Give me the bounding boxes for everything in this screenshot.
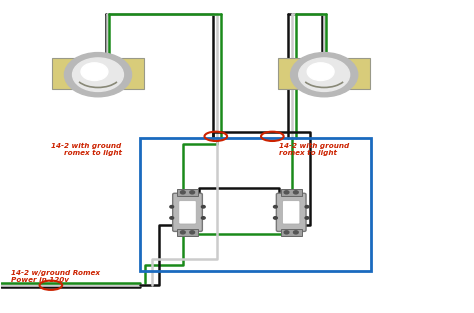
- FancyBboxPatch shape: [283, 201, 300, 224]
- Circle shape: [170, 217, 173, 219]
- Text: 14-2 with ground
romex to light: 14-2 with ground romex to light: [51, 142, 121, 156]
- Circle shape: [273, 217, 277, 219]
- Circle shape: [284, 231, 289, 234]
- Text: 14-2 w/ground Romex
Power in 120v: 14-2 w/ground Romex Power in 120v: [11, 270, 100, 283]
- Circle shape: [284, 191, 289, 194]
- Circle shape: [181, 231, 185, 234]
- Circle shape: [201, 217, 205, 219]
- Bar: [281, 229, 301, 236]
- Bar: [278, 59, 370, 89]
- Circle shape: [181, 191, 185, 194]
- Circle shape: [190, 191, 194, 194]
- Circle shape: [307, 63, 334, 80]
- Bar: [52, 59, 144, 89]
- Circle shape: [299, 58, 350, 91]
- Circle shape: [81, 63, 108, 80]
- Circle shape: [305, 217, 309, 219]
- Circle shape: [201, 206, 205, 208]
- FancyBboxPatch shape: [179, 201, 196, 224]
- Text: 14-2 with ground
romex to light: 14-2 with ground romex to light: [279, 142, 350, 156]
- Circle shape: [64, 53, 132, 97]
- Bar: [140, 138, 371, 271]
- Bar: [177, 189, 198, 196]
- Circle shape: [170, 206, 173, 208]
- Bar: [177, 229, 198, 236]
- Circle shape: [73, 58, 123, 91]
- Bar: [281, 189, 301, 196]
- Circle shape: [293, 231, 298, 234]
- FancyBboxPatch shape: [276, 193, 306, 231]
- Circle shape: [291, 53, 358, 97]
- Circle shape: [190, 231, 194, 234]
- FancyBboxPatch shape: [173, 193, 202, 231]
- Circle shape: [293, 191, 298, 194]
- Circle shape: [273, 206, 277, 208]
- Circle shape: [305, 206, 309, 208]
